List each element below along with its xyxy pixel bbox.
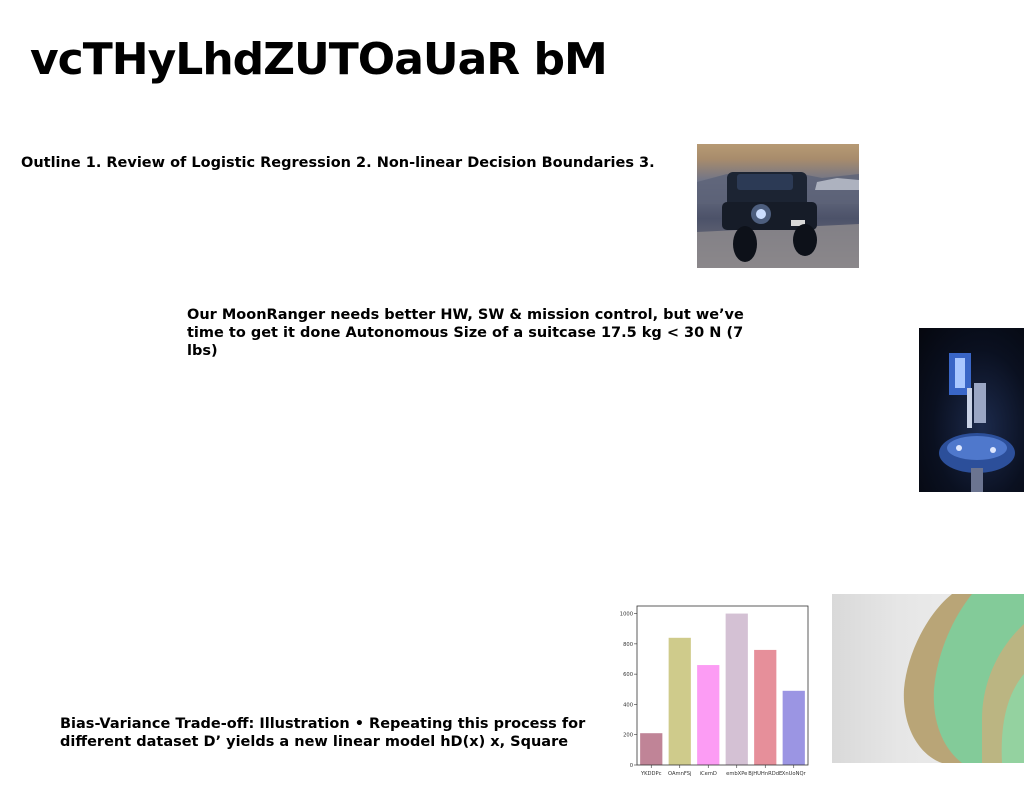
chart-y-axis: 0 200 400 600 800 1000 xyxy=(620,612,637,769)
y-tick-label: 1000 xyxy=(620,612,633,618)
slide-title: vcTHyLhdZUTOaUaR bM xyxy=(30,34,608,85)
rover-photo xyxy=(697,144,859,268)
rover-photo-illustration xyxy=(697,172,859,268)
chart-bar xyxy=(754,649,777,765)
x-tick-label: BjHUHnRDdE xyxy=(748,771,782,777)
chart-bar xyxy=(782,690,805,765)
x-tick-label: iCemD xyxy=(700,771,717,777)
x-tick-label: OAmnFSj xyxy=(668,771,692,777)
moonranger-text: Our MoonRanger needs better HW, SW & mis… xyxy=(187,307,744,359)
bias-variance-text: Bias-Variance Trade-off: Illustration • … xyxy=(60,716,586,750)
chart-bar xyxy=(640,733,663,765)
x-tick-label: YKDDPc xyxy=(640,771,662,777)
robot-photo xyxy=(919,328,1024,492)
x-tick-label: embXPe xyxy=(726,771,747,777)
chart-bar xyxy=(697,665,720,765)
fabric-photo-illustration xyxy=(903,594,1024,763)
chart-bar xyxy=(725,613,748,765)
chart-x-axis: YKDDPc OAmnFSj iCemD embXPe BjHUHnRDdE XnUoNQ… xyxy=(640,765,807,777)
chart-bar xyxy=(668,637,691,765)
y-tick-label: 0 xyxy=(630,763,633,769)
y-tick-label: 400 xyxy=(623,702,633,708)
y-tick-label: 600 xyxy=(623,672,633,678)
x-tick-label: XnUoNQr xyxy=(782,771,807,777)
fabric-photo xyxy=(832,594,1024,763)
robot-photo-illustration xyxy=(939,353,1015,492)
bar-chart: 0 200 400 600 800 1000 YKDDPc OAmnFSj iCemD embX… xyxy=(620,605,809,777)
outline-text: Outline 1. Review of Logistic Regression… xyxy=(21,155,655,171)
chart-plot-frame xyxy=(636,605,809,766)
y-tick-label: 800 xyxy=(623,642,633,648)
chart-bars xyxy=(640,613,805,765)
y-tick-label: 200 xyxy=(623,733,633,739)
